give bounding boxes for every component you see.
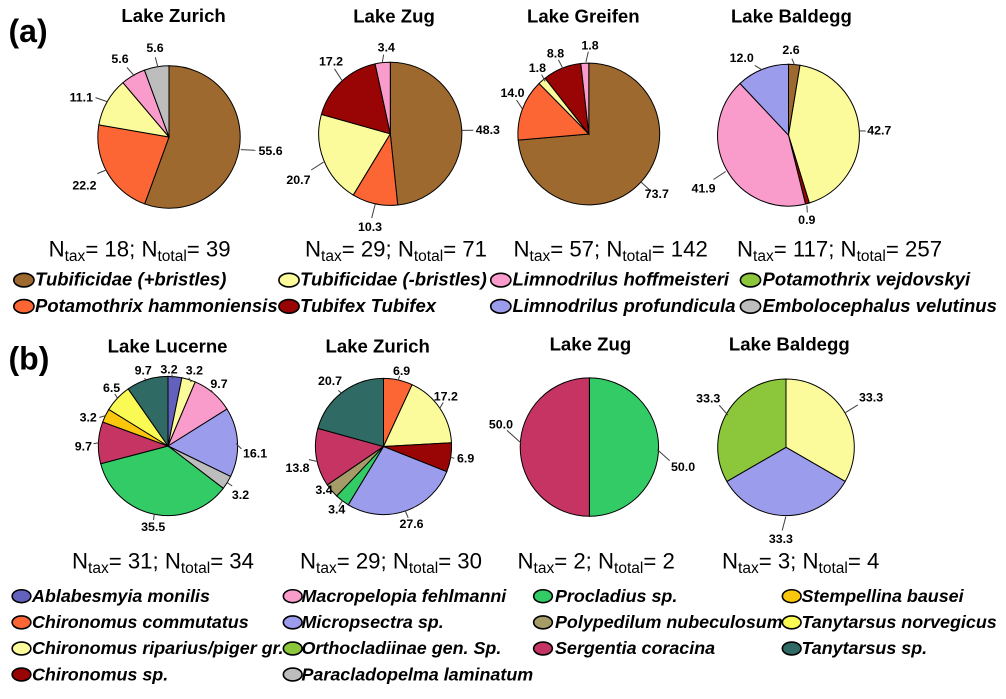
svg-text:Ablabesmyia monilis: Ablabesmyia monilis [31, 586, 210, 606]
svg-text:48.3: 48.3 [476, 123, 500, 137]
svg-text:Limnodrilus profundicula: Limnodrilus profundicula [513, 295, 736, 316]
svg-text:1.8: 1.8 [529, 61, 546, 75]
svg-text:9.7: 9.7 [135, 363, 152, 377]
svg-text:35.5: 35.5 [141, 520, 165, 534]
svg-text:Chironomus sp.: Chironomus sp. [32, 664, 168, 684]
svg-text:Lake Zurich: Lake Zurich [326, 336, 430, 357]
svg-text:17.2: 17.2 [434, 390, 458, 404]
svg-text:Procladius sp.: Procladius sp. [555, 586, 677, 606]
svg-text:(a): (a) [9, 13, 48, 49]
svg-text:3.2: 3.2 [80, 411, 97, 425]
svg-text:1.8: 1.8 [581, 39, 598, 53]
svg-text:73.7: 73.7 [645, 187, 669, 201]
svg-text:Potamothrix vejdovskyi: Potamothrix vejdovskyi [763, 269, 972, 290]
svg-text:10.3: 10.3 [358, 220, 382, 234]
svg-text:33.3: 33.3 [859, 391, 883, 405]
svg-text:17.2: 17.2 [319, 55, 343, 69]
svg-text:50.0: 50.0 [489, 418, 513, 432]
svg-text:33.3: 33.3 [769, 532, 793, 546]
svg-text:27.6: 27.6 [399, 517, 423, 531]
svg-text:3.4: 3.4 [315, 483, 332, 497]
svg-text:3.4: 3.4 [378, 40, 395, 54]
svg-text:Embolocephalus velutinus: Embolocephalus velutinus [763, 295, 997, 316]
svg-text:3.4: 3.4 [328, 503, 345, 517]
svg-text:Lake Lucerne: Lake Lucerne [108, 336, 228, 357]
svg-text:11.1: 11.1 [70, 90, 94, 104]
svg-text:Chironomus riparius/piger gr.: Chironomus riparius/piger gr. [32, 638, 284, 658]
svg-text:Lake Zug: Lake Zug [550, 334, 632, 355]
svg-text:12.0: 12.0 [730, 51, 754, 65]
svg-text:Paracladopelma laminatum: Paracladopelma laminatum [302, 664, 534, 684]
svg-text:Lake Baldegg: Lake Baldegg [729, 334, 850, 355]
svg-text:0.9: 0.9 [798, 213, 815, 227]
svg-text:Lake Zurich: Lake Zurich [121, 5, 225, 26]
svg-text:Tubifex Tubifex: Tubifex Tubifex [300, 295, 437, 316]
svg-text:Lake Zug: Lake Zug [353, 6, 435, 27]
svg-text:3.2: 3.2 [186, 363, 203, 377]
svg-text:(b): (b) [9, 341, 50, 377]
svg-text:20.7: 20.7 [286, 173, 310, 187]
svg-text:14.0: 14.0 [500, 86, 524, 100]
svg-text:6.5: 6.5 [103, 381, 120, 395]
svg-text:5.6: 5.6 [146, 41, 163, 55]
svg-text:Sergentia coracina: Sergentia coracina [555, 638, 715, 658]
svg-text:6.9: 6.9 [393, 364, 410, 378]
svg-text:Micropsectra sp.: Micropsectra sp. [302, 612, 444, 632]
svg-text:6.9: 6.9 [457, 452, 474, 466]
svg-text:42.7: 42.7 [867, 123, 891, 137]
svg-text:3.2: 3.2 [160, 363, 177, 377]
svg-text:Tanytarsus sp.: Tanytarsus sp. [802, 638, 928, 658]
svg-text:Chironomus commutatus: Chironomus commutatus [32, 612, 249, 632]
svg-text:Orthocladiinae gen. Sp.: Orthocladiinae gen. Sp. [302, 638, 502, 658]
svg-text:9.7: 9.7 [75, 440, 92, 454]
svg-text:Limnodrilus hoffmeisteri: Limnodrilus hoffmeisteri [513, 269, 730, 290]
svg-text:Stempellina bausei: Stempellina bausei [802, 586, 965, 606]
svg-text:Tubificidae (-bristles): Tubificidae (-bristles) [300, 269, 487, 290]
svg-text:Polypedilum nubeculosum: Polypedilum nubeculosum [555, 612, 783, 632]
svg-text:5.6: 5.6 [111, 52, 128, 66]
svg-text:41.9: 41.9 [691, 182, 715, 196]
svg-text:2.6: 2.6 [782, 43, 799, 57]
svg-text:20.7: 20.7 [318, 374, 342, 388]
svg-text:55.6: 55.6 [259, 144, 283, 158]
svg-text:Tanytarsus norvegicus: Tanytarsus norvegicus [802, 612, 997, 632]
svg-text:50.0: 50.0 [671, 460, 695, 474]
svg-text:Lake Greifen: Lake Greifen [527, 6, 640, 27]
svg-text:Lake Baldegg: Lake Baldegg [731, 6, 852, 27]
svg-text:8.8: 8.8 [547, 47, 564, 61]
svg-text:3.2: 3.2 [232, 488, 249, 502]
svg-text:22.2: 22.2 [72, 178, 96, 192]
svg-text:Potamothrix hammoniensis: Potamothrix hammoniensis [35, 295, 278, 316]
svg-text:Tubificidae (+bristles): Tubificidae (+bristles) [35, 269, 226, 290]
svg-text:16.1: 16.1 [243, 447, 267, 461]
svg-text:33.3: 33.3 [696, 392, 720, 406]
svg-text:Macropelopia fehlmanni: Macropelopia fehlmanni [302, 586, 508, 606]
svg-text:13.8: 13.8 [285, 461, 309, 475]
svg-text:9.7: 9.7 [210, 377, 227, 391]
